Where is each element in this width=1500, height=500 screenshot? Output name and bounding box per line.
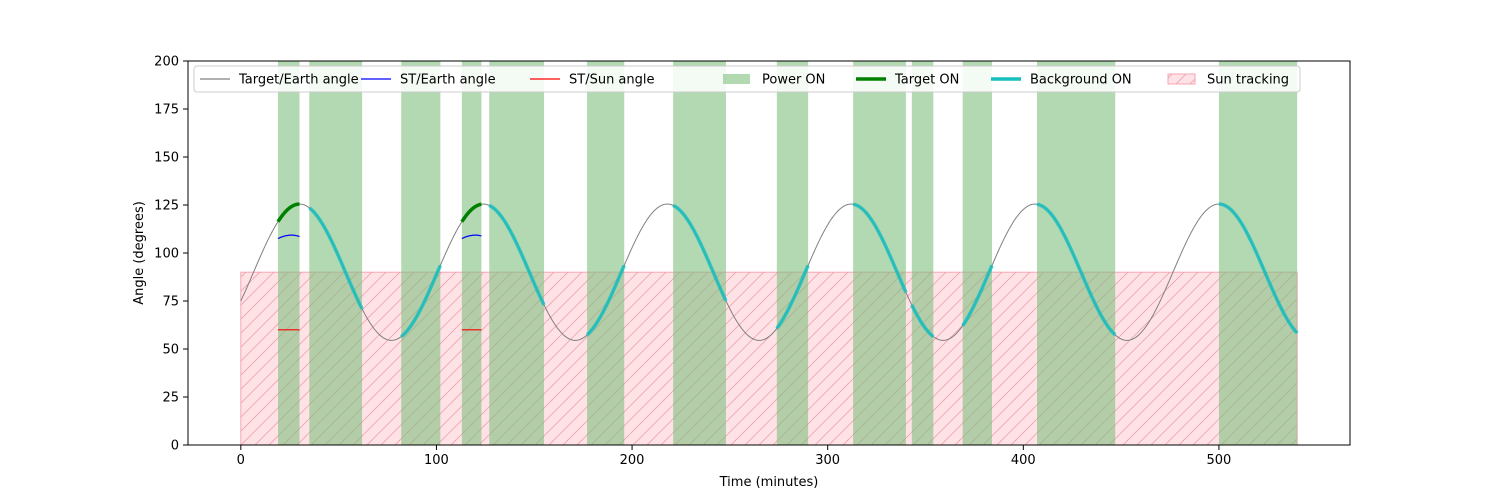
y-tick-label-75: 75	[162, 295, 179, 310]
legend-sun-tracking-swatch-hatch	[1168, 74, 1195, 84]
x-axis-label: Time (minutes)	[719, 475, 819, 490]
background-on-segment-0	[308, 206, 364, 310]
legend-st-earth-angle-label: ST/Earth angle	[400, 73, 496, 88]
legend: Target/Earth angle ST/Earth angle ST/Sun a…	[193, 65, 1301, 93]
axes-layer: 0 100 200 300 400 500 0 25 50 75 100 125 150 175 200	[154, 55, 1231, 469]
y-tick-label-0: 0	[171, 439, 179, 454]
power-on-span-3	[461, 61, 482, 445]
background-on-segment-1	[400, 264, 442, 338]
x-tick-label-200: 200	[620, 453, 645, 468]
x-tick-label-400: 400	[1011, 453, 1036, 468]
power-on-span-8	[853, 61, 906, 445]
target-on-segment-0	[276, 202, 300, 223]
power-on-span-10	[962, 61, 993, 445]
y-tick-label-200: 200	[154, 55, 179, 70]
power-on-layer	[277, 61, 1298, 445]
y-tick-label-175: 175	[154, 103, 179, 118]
sun-tracking-hatch	[240, 272, 1298, 445]
background-on-segment-5	[775, 264, 810, 330]
power-on-span-11	[1037, 61, 1116, 445]
series-layer	[240, 202, 1299, 341]
legend-background-on-label: Background ON	[1030, 73, 1132, 88]
background-on-segment-2	[488, 203, 546, 306]
power-on-span-7	[776, 61, 809, 445]
power-on-span-0	[277, 61, 300, 445]
x-tick-label-100: 100	[424, 453, 449, 468]
background-on-segment-9	[1036, 202, 1117, 337]
y-tick-label-25: 25	[162, 391, 179, 406]
power-on-span-4	[489, 61, 545, 445]
sun-tracking-layer	[240, 271, 1298, 445]
x-tick-label-0: 0	[237, 453, 245, 468]
x-tick-label-500: 500	[1207, 453, 1232, 468]
legend-power-on-swatch	[723, 74, 750, 84]
power-on-span-9	[911, 61, 934, 445]
st-earth-angle-segment-1	[461, 234, 482, 240]
x-tick-label-300: 300	[815, 453, 840, 468]
background-on-segment-10	[1218, 202, 1299, 335]
background-on-segment-3	[585, 264, 626, 337]
background-on-segment-6	[852, 202, 908, 294]
legend-st-sun-angle-label: ST/Sun angle	[569, 73, 655, 88]
power-on-span-6	[673, 61, 726, 445]
y-tick-label-100: 100	[154, 247, 179, 262]
power-on-span-5	[587, 61, 625, 445]
legend-target-on-label: Target ON	[894, 73, 959, 88]
y-tick-label-125: 125	[154, 199, 179, 214]
background-on-segment-8	[961, 264, 994, 327]
y-axis-label: Angle (degrees)	[132, 201, 147, 305]
st-earth-angle-segment-0	[277, 234, 300, 240]
legend-sun-tracking-label: Sun tracking	[1207, 73, 1289, 88]
y-tick-label-50: 50	[162, 343, 179, 358]
background-on-segment-7	[910, 304, 935, 338]
power-on-span-2	[401, 61, 441, 445]
legend-target-earth-angle-label: Target/Earth angle	[238, 73, 359, 88]
background-on-segment-4	[672, 203, 728, 302]
legend-power-on-label: Power ON	[762, 73, 825, 88]
target-on-segment-1	[460, 202, 482, 223]
y-tick-label-150: 150	[154, 151, 179, 166]
